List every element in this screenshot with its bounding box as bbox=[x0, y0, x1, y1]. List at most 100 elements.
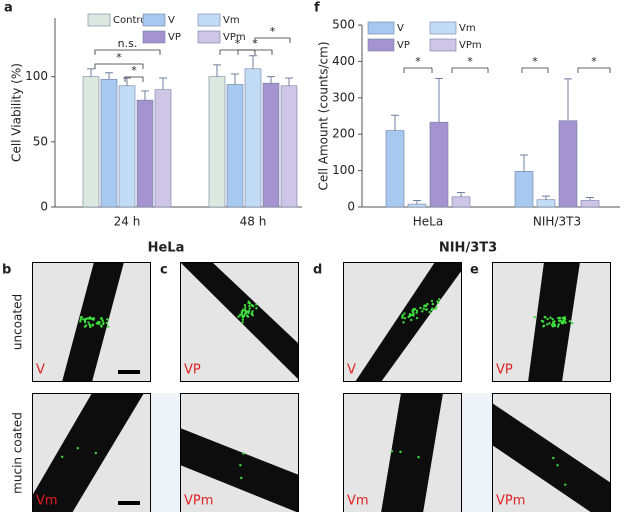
panel-letter: a bbox=[4, 1, 13, 16]
cell-dot bbox=[238, 313, 242, 317]
legend-label: Vm bbox=[223, 15, 240, 26]
cell-dot bbox=[251, 314, 254, 317]
cell-dot bbox=[242, 314, 246, 318]
cell-dot bbox=[428, 310, 431, 314]
bar bbox=[226, 84, 244, 208]
bar bbox=[118, 85, 136, 208]
tile-label: VP bbox=[496, 363, 513, 378]
significance-bracket bbox=[254, 37, 291, 43]
cell-dot bbox=[248, 304, 251, 308]
cell-dot bbox=[415, 309, 419, 313]
y-tick-label: 50 bbox=[33, 134, 48, 148]
significance-bracket bbox=[237, 49, 273, 55]
cell-dot bbox=[551, 318, 554, 321]
cell-dot bbox=[412, 312, 415, 315]
cell-dot bbox=[556, 464, 559, 467]
cell-dot bbox=[564, 483, 567, 486]
cell-dot bbox=[570, 322, 574, 325]
spacer bbox=[462, 393, 492, 512]
micrograph: V bbox=[343, 262, 462, 382]
cell-dot bbox=[401, 314, 404, 317]
fiber bbox=[381, 393, 443, 512]
cell-dot bbox=[423, 304, 427, 307]
significance-bracket bbox=[94, 49, 161, 55]
cell-dot bbox=[241, 318, 245, 321]
cell-dot bbox=[415, 311, 418, 314]
legend-label: V bbox=[397, 23, 404, 34]
error-bar bbox=[435, 78, 443, 123]
x-tick-label: HeLa bbox=[413, 215, 443, 229]
cell-dot bbox=[100, 317, 103, 320]
micrograph: Vm bbox=[32, 393, 151, 512]
cell-dot bbox=[82, 318, 85, 321]
fiber bbox=[492, 403, 611, 512]
cell-dot bbox=[390, 449, 394, 453]
cell-dot bbox=[248, 302, 252, 305]
cell-dot bbox=[88, 323, 92, 327]
y-tick-label: 300 bbox=[332, 90, 355, 104]
fiber bbox=[62, 262, 124, 382]
y-tick-label: 200 bbox=[332, 127, 355, 141]
cell-dot bbox=[94, 451, 98, 455]
bar bbox=[262, 82, 280, 208]
panel-letter: f bbox=[314, 1, 320, 16]
cell-dot bbox=[61, 455, 64, 459]
significance-label: * bbox=[415, 55, 421, 68]
cell-dot bbox=[408, 312, 412, 316]
cell-dot bbox=[438, 298, 441, 301]
micrograph: VPm bbox=[492, 393, 611, 512]
error-bar bbox=[542, 195, 550, 200]
error-bar bbox=[105, 72, 113, 80]
micrograph: Vm bbox=[343, 393, 462, 512]
cell-dot bbox=[430, 299, 434, 303]
cell-dot bbox=[79, 320, 82, 323]
cell-dot bbox=[91, 324, 94, 327]
cell-dot bbox=[244, 308, 247, 312]
tile-label: Vm bbox=[36, 494, 58, 509]
cell-dot bbox=[403, 312, 406, 315]
bar bbox=[407, 203, 427, 208]
frame bbox=[343, 393, 462, 512]
legend-label: VPm bbox=[459, 40, 482, 51]
cell-dot bbox=[557, 323, 561, 326]
cell-dot bbox=[412, 314, 415, 317]
significance-label: * bbox=[116, 51, 122, 64]
cell-dot bbox=[562, 318, 566, 322]
cell-dot bbox=[425, 308, 429, 311]
cell-dot bbox=[83, 325, 87, 328]
tile-label: V bbox=[36, 363, 45, 378]
cell-dot bbox=[99, 324, 103, 327]
y-axis-title: Cell Amount (counts/cm) bbox=[317, 41, 331, 190]
cell-dot bbox=[239, 464, 242, 467]
y-tick-label: 0 bbox=[40, 200, 48, 214]
legend-swatch bbox=[197, 13, 221, 27]
cell-dot bbox=[558, 316, 562, 320]
cell-dot bbox=[105, 321, 109, 325]
error-bar bbox=[159, 77, 167, 90]
legend-label: Vm bbox=[459, 23, 476, 34]
significance-label: n.s. bbox=[118, 37, 138, 50]
significance-bracket bbox=[219, 49, 256, 55]
y-tick-label: 0 bbox=[347, 200, 355, 214]
cell-dot bbox=[546, 323, 549, 326]
scale-bar bbox=[118, 501, 140, 505]
cell-dot bbox=[87, 321, 90, 324]
cell-dot bbox=[430, 308, 433, 312]
cell-dot bbox=[557, 319, 561, 323]
cell-dot bbox=[244, 310, 247, 314]
cell-dot bbox=[402, 321, 405, 324]
bar bbox=[451, 196, 471, 208]
significance-bracket bbox=[451, 67, 489, 73]
tile-label: Vm bbox=[347, 494, 369, 509]
frame bbox=[343, 262, 462, 382]
significance-bracket bbox=[94, 63, 144, 69]
cell-dot bbox=[97, 321, 100, 324]
error-bar bbox=[391, 114, 399, 131]
cell-dot bbox=[435, 305, 438, 309]
cell-dot bbox=[410, 318, 413, 322]
error-bar bbox=[231, 73, 239, 85]
significance-label: * bbox=[131, 64, 137, 77]
cell-dot bbox=[422, 307, 425, 310]
cell-dot bbox=[255, 306, 258, 310]
